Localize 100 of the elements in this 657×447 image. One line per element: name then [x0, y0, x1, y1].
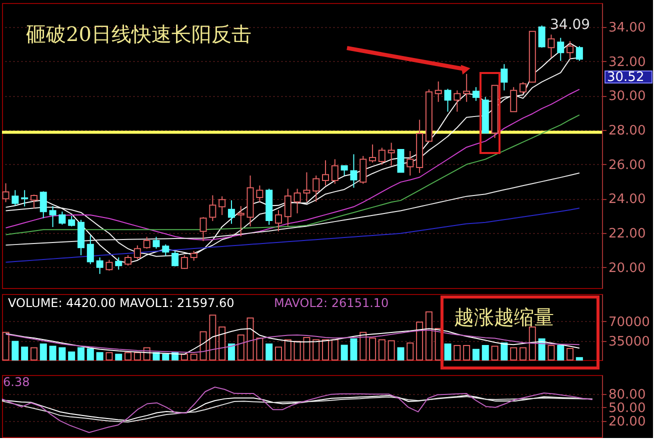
- bar: [49, 346, 56, 360]
- bar: [246, 317, 254, 360]
- bar: [482, 345, 489, 360]
- bar: [510, 347, 518, 360]
- candlestick: [58, 211, 66, 226]
- candlestick: [369, 144, 376, 163]
- candlestick: [218, 196, 226, 216]
- bar: [266, 343, 273, 360]
- bar: [500, 342, 508, 360]
- y-tick-label: 50.00: [608, 400, 646, 416]
- bar: [209, 314, 216, 360]
- bar: [566, 348, 574, 360]
- line-series: [2, 386, 593, 434]
- candlestick: [40, 190, 47, 219]
- bar: [388, 340, 395, 360]
- bar: [115, 354, 122, 360]
- candlestick: [190, 250, 198, 262]
- bar: [86, 348, 94, 360]
- candlestick: [30, 194, 38, 209]
- bar: [369, 338, 376, 360]
- candlestick: [228, 200, 235, 224]
- candlestick: [434, 80, 442, 102]
- candlestick: [472, 86, 480, 102]
- bar: [134, 352, 141, 360]
- bar: [190, 354, 198, 360]
- bar: [21, 346, 28, 360]
- candlestick: [510, 86, 518, 112]
- y-tick-label: 24.00: [608, 192, 646, 208]
- y-tick-label: 30.00: [608, 89, 646, 104]
- bar: [256, 338, 264, 360]
- annotation: VOLUME: 4420.00 MAVOL1: 21597.60: [8, 296, 234, 310]
- candlestick: [294, 188, 301, 214]
- y-tick-label: 35000: [608, 334, 650, 350]
- candlestick: [444, 88, 452, 112]
- bar: [77, 347, 84, 360]
- bar: [425, 311, 432, 360]
- bar: [237, 334, 244, 360]
- bar: [557, 345, 564, 360]
- bar: [520, 347, 527, 360]
- bar: [106, 352, 113, 360]
- candlestick: [180, 254, 188, 270]
- candlestick: [331, 158, 338, 184]
- bar: [491, 346, 498, 360]
- bar: [200, 331, 207, 360]
- candlestick: [274, 210, 282, 232]
- bar: [576, 357, 583, 360]
- bar: [472, 348, 480, 360]
- candlestick: [68, 215, 76, 227]
- annotation: 砸破20日线快速长阳反击: [26, 22, 252, 46]
- bar: [162, 354, 170, 360]
- bar: [548, 345, 555, 360]
- bar: [312, 339, 320, 360]
- bar: [303, 337, 310, 360]
- candlestick: [566, 40, 574, 60]
- candlestick: [406, 150, 414, 176]
- candlestick: [200, 216, 207, 242]
- bar: [124, 352, 132, 360]
- candlestick: [172, 250, 179, 267]
- bar: [360, 332, 367, 360]
- candlestick: [49, 206, 56, 228]
- y-tick-label: 26.00: [608, 158, 646, 173]
- bar: [218, 326, 226, 360]
- candlestick: [256, 185, 264, 202]
- annotation: 6.38: [3, 375, 30, 389]
- bar: [463, 345, 470, 360]
- candlestick: [500, 64, 508, 91]
- bar: [322, 339, 330, 360]
- bar: [397, 347, 404, 360]
- candlestick: [162, 244, 170, 256]
- bar: [284, 339, 292, 360]
- candlestick: [520, 82, 527, 94]
- y-tick-label: 80.00: [608, 387, 646, 402]
- candlestick: [124, 254, 132, 266]
- y-tick-label: 22.00: [608, 226, 646, 242]
- candlestick: [143, 236, 150, 250]
- bar: [40, 343, 47, 360]
- candlestick: [454, 90, 461, 112]
- annotation: MAVOL2: 26151.10: [274, 296, 389, 310]
- y-tick-label: 70000: [608, 315, 650, 330]
- candlestick: [538, 24, 546, 48]
- bar: [294, 340, 301, 360]
- bar: [444, 343, 452, 360]
- candlestick: [284, 188, 292, 226]
- candlestick: [360, 155, 367, 184]
- bar: [454, 345, 461, 360]
- bar: [340, 344, 348, 360]
- line-series: [5, 88, 580, 240]
- candlestick: [388, 142, 395, 166]
- bar: [416, 322, 424, 360]
- y-tick-label: 28.00: [608, 124, 646, 139]
- annotation: 越涨越缩量: [454, 305, 554, 329]
- candlestick: [106, 259, 113, 272]
- text: 30.52: [607, 70, 644, 85]
- y-tick-label: 34.00: [608, 20, 646, 36]
- candlestick: [303, 172, 310, 202]
- candlestick: [12, 190, 19, 206]
- candlestick: [115, 256, 122, 270]
- annotation: 34.09: [550, 17, 590, 33]
- bar: [528, 326, 536, 360]
- y-tick-label: 20.00: [608, 414, 646, 430]
